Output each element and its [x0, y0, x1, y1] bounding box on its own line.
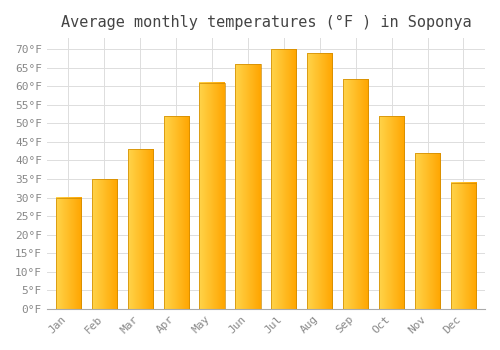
Bar	[128, 149, 153, 309]
Bar	[56, 197, 81, 309]
Bar	[379, 116, 404, 309]
Bar	[307, 53, 332, 309]
Bar	[236, 64, 260, 309]
Bar	[272, 49, 296, 309]
Bar	[200, 83, 224, 309]
Bar	[415, 153, 440, 309]
Bar	[343, 79, 368, 309]
Bar	[164, 116, 188, 309]
Title: Average monthly temperatures (°F ) in Soponya: Average monthly temperatures (°F ) in So…	[60, 15, 471, 30]
Bar	[451, 183, 476, 309]
Bar	[92, 179, 117, 309]
